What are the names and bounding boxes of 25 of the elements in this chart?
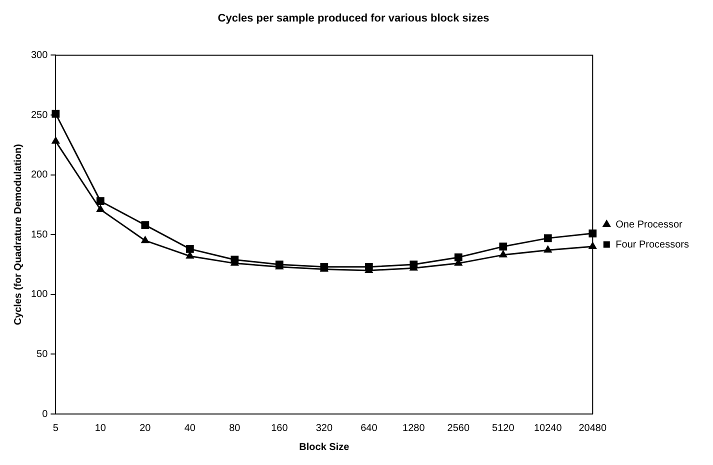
legend-label: Four Processors	[616, 239, 690, 250]
x-tick-label: 20	[140, 422, 152, 434]
y-tick-label: 0	[42, 408, 48, 420]
x-tick-label: 40	[184, 422, 196, 434]
x-tick-label: 10240	[534, 422, 562, 434]
x-tick-label: 5120	[492, 422, 515, 434]
x-tick-label: 10	[94, 422, 106, 434]
x-tick-label: 1280	[402, 422, 426, 434]
y-tick-label: 200	[30, 170, 48, 181]
x-tick-label: 2560	[447, 422, 470, 434]
x-tick-label: 640	[360, 422, 378, 434]
y-axis-title: Cycles (for Quadrature Demodulation)	[12, 144, 24, 326]
x-tick-label: 80	[229, 422, 241, 434]
y-tick-label: 100	[30, 289, 48, 300]
x-tick-label: 160	[271, 422, 288, 434]
x-axis-title: Block Size	[299, 442, 350, 453]
y-tick-label: 150	[30, 229, 48, 240]
legend-label: One Processor	[616, 219, 684, 230]
x-tick-label: 5	[52, 422, 59, 434]
y-tick-label: 300	[30, 50, 48, 61]
chart-title: Cycles per sample produced for various block sizes	[218, 12, 490, 25]
x-tick-label: 20480	[578, 422, 607, 434]
x-tick-label: 320	[316, 422, 333, 434]
y-tick-label: 250	[30, 110, 48, 121]
y-tick-label: 50	[36, 348, 48, 360]
